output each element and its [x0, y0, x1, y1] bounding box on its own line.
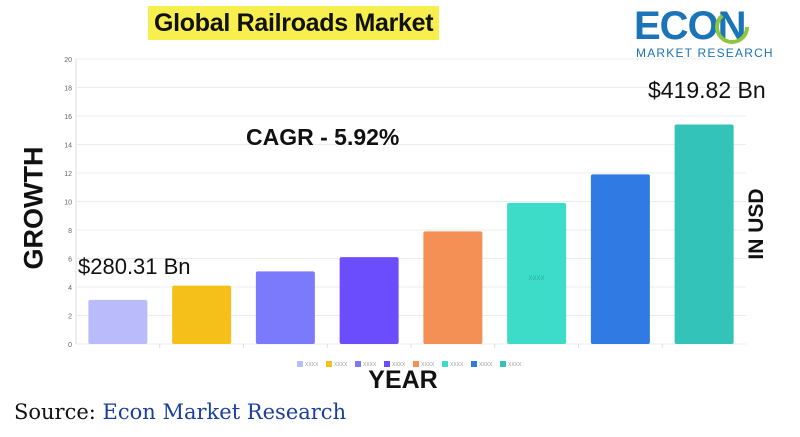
legend-swatch — [442, 361, 448, 367]
y-tick-label: 4 — [68, 285, 72, 292]
legend-swatch — [413, 361, 419, 367]
legend-label: XXXX — [392, 362, 406, 368]
chart-legend: XXXX XXXX XXXX XXXX XXXX XXXX XXXX XXXX — [297, 361, 522, 368]
page-title: Global Railroads Market — [154, 8, 434, 37]
y-tick-label: 10 — [64, 200, 72, 207]
y-tick-label: 20 — [64, 57, 72, 64]
legend-label: XXXX — [334, 362, 348, 368]
legend-label: XXXX — [479, 362, 493, 368]
cagr-annotation: CAGR - 5.92% — [246, 124, 400, 150]
bar — [172, 285, 232, 344]
last-bar-value-label: $419.82 Bn — [648, 77, 766, 103]
y-tick-label: 16 — [64, 114, 72, 121]
bar — [88, 299, 148, 344]
title-highlight: Global Railroads Market — [148, 6, 440, 40]
right-axis-label: IN USD — [745, 188, 768, 260]
legend-swatch — [297, 361, 303, 367]
y-axis-ticks: 0 2 4 6 8 10 12 14 16 18 20 — [64, 57, 72, 349]
bar — [339, 257, 399, 344]
y-tick-label: 0 — [68, 342, 72, 349]
legend-swatch — [471, 361, 477, 367]
legend-swatch — [355, 361, 361, 367]
y-tick-label: 2 — [68, 314, 72, 321]
econ-logo: ECON MARKET RESEARCH — [634, 6, 784, 62]
legend-swatch — [500, 361, 506, 367]
source-line: Source: Econ Market Research — [14, 400, 346, 424]
y-tick-label: 14 — [64, 143, 72, 150]
bar — [423, 231, 483, 344]
source-prefix: Source: — [14, 400, 103, 424]
logo-wordmark: ECON — [634, 4, 747, 48]
source-brand: Econ Market Research — [102, 400, 347, 424]
logo-ring-icon — [715, 10, 749, 44]
legend-label: XXXX — [450, 362, 464, 368]
legend-label: XXXX — [363, 362, 377, 368]
bar-inner-label: XXXX — [529, 276, 545, 282]
y-axis-label: GROWTH — [18, 146, 49, 270]
logo-subtitle: MARKET RESEARCH — [636, 46, 774, 60]
x-axis-label: YEAR — [368, 366, 438, 394]
bar — [255, 271, 315, 344]
legend-label: XXXX — [508, 362, 522, 368]
logo-ring-arc — [715, 10, 749, 44]
bar — [590, 174, 650, 344]
y-tick-label: 8 — [68, 228, 72, 235]
y-tick-label: 12 — [64, 171, 72, 178]
bars: XXXX — [88, 124, 734, 344]
legend-label: XXXX — [421, 362, 435, 368]
y-tick-label: 6 — [68, 257, 72, 264]
y-tick-label: 18 — [64, 86, 72, 93]
legend-swatch — [326, 361, 332, 367]
bar — [507, 202, 567, 344]
bar — [674, 124, 734, 344]
legend-label: XXXX — [305, 362, 319, 368]
legend-swatch — [384, 361, 390, 367]
first-bar-value-label: $280.31 Bn — [78, 254, 191, 279]
